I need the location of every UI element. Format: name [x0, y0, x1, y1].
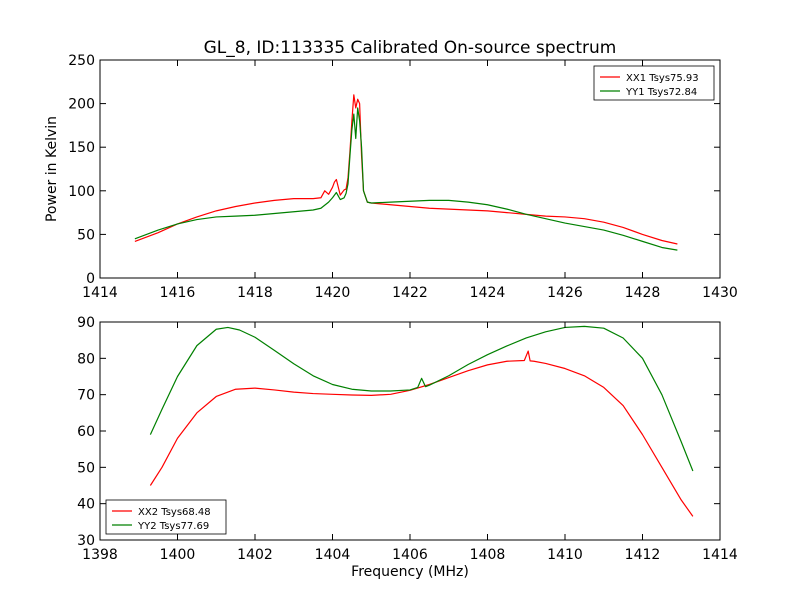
bottom-x-tick-label: 1410	[547, 547, 583, 563]
top-x-tick-label: 1428	[625, 285, 661, 301]
top-y-tick-label: 100	[68, 184, 95, 200]
bottom-x-tick-label: 1404	[315, 547, 351, 563]
bottom-x-tick-label: 1408	[470, 547, 506, 563]
bottom-y-tick-label: 30	[77, 533, 95, 549]
top-x-tick-label: 1422	[392, 285, 428, 301]
bottom-x-tick-label: 1412	[625, 547, 661, 563]
top-series-line-2	[134, 107, 678, 251]
top-x-tick-label: 1420	[315, 285, 351, 301]
top-legend-frame	[593, 65, 715, 101]
bottom-y-tick-label: 90	[77, 315, 95, 331]
top-x-tick-label: 1418	[237, 285, 273, 301]
top-series-line-1	[134, 94, 678, 245]
top-legend-label-1: XX1 Tsys75.93	[626, 73, 699, 84]
bottom-x-tick-label: 1398	[82, 547, 118, 563]
bottom-y-tick-label: 50	[77, 460, 95, 476]
bottom-series-layer	[149, 325, 694, 517]
bottom-legend-label-1: XX2 Tsys68.48	[138, 507, 211, 518]
top-y-axis-label: Power in Kelvin	[44, 116, 60, 222]
bottom-y-tick-label: 80	[77, 351, 95, 367]
top-y-tick-label: 150	[68, 140, 95, 156]
top-x-tick-label: 1416	[160, 285, 196, 301]
bottom-chart: 1398 1400 1402 1404 1406 1408 1410 1412 1414 30 40…	[77, 315, 738, 580]
top-chart: 1414 1416 1418 1420 1422 1424 1426 1428 1430 0 50 1…	[44, 53, 738, 301]
bottom-legend-frame	[105, 499, 227, 535]
bottom-x-tick-label: 1414	[702, 547, 738, 563]
bottom-x-tick-label: 1406	[392, 547, 428, 563]
bottom-legend-label-2: YY2 Tsys77.69	[137, 521, 209, 532]
x-axis-label: Frequency (MHz)	[351, 564, 469, 580]
top-x-tick-label: 1430	[702, 285, 738, 301]
bottom-y-tick-label: 40	[77, 497, 95, 513]
bottom-legend: XX2 Tsys68.48 YY2 Tsys77.69	[105, 499, 227, 535]
bottom-ticks: 1398 1400 1402 1404 1406 1408 1410 1412 1414 30 40…	[77, 315, 738, 563]
bottom-y-tick-label: 60	[77, 424, 95, 440]
bottom-x-tick-label: 1402	[237, 547, 273, 563]
bottom-series-line-2	[149, 325, 694, 472]
top-y-tick-label: 250	[68, 53, 95, 69]
top-y-tick-label: 0	[86, 271, 95, 287]
top-ticks: 1414 1416 1418 1420 1422 1424 1426 1428 1430 0 50 1…	[68, 53, 738, 301]
bottom-series-line-1	[149, 350, 694, 517]
top-y-tick-label: 200	[68, 97, 95, 113]
bottom-y-tick-label: 70	[77, 388, 95, 404]
top-y-tick-label: 50	[77, 227, 95, 243]
top-x-tick-label: 1426	[547, 285, 583, 301]
bottom-x-tick-label: 1400	[160, 547, 196, 563]
top-x-tick-label: 1414	[82, 285, 118, 301]
top-series-layer	[134, 94, 678, 251]
top-x-tick-label: 1424	[470, 285, 506, 301]
top-legend-label-2: YY1 Tsys72.84	[625, 87, 697, 98]
top-legend: XX1 Tsys75.93 YY1 Tsys72.84	[593, 65, 715, 101]
chart-title: GL_8, ID:113335 Calibrated On-source spe…	[204, 38, 617, 58]
